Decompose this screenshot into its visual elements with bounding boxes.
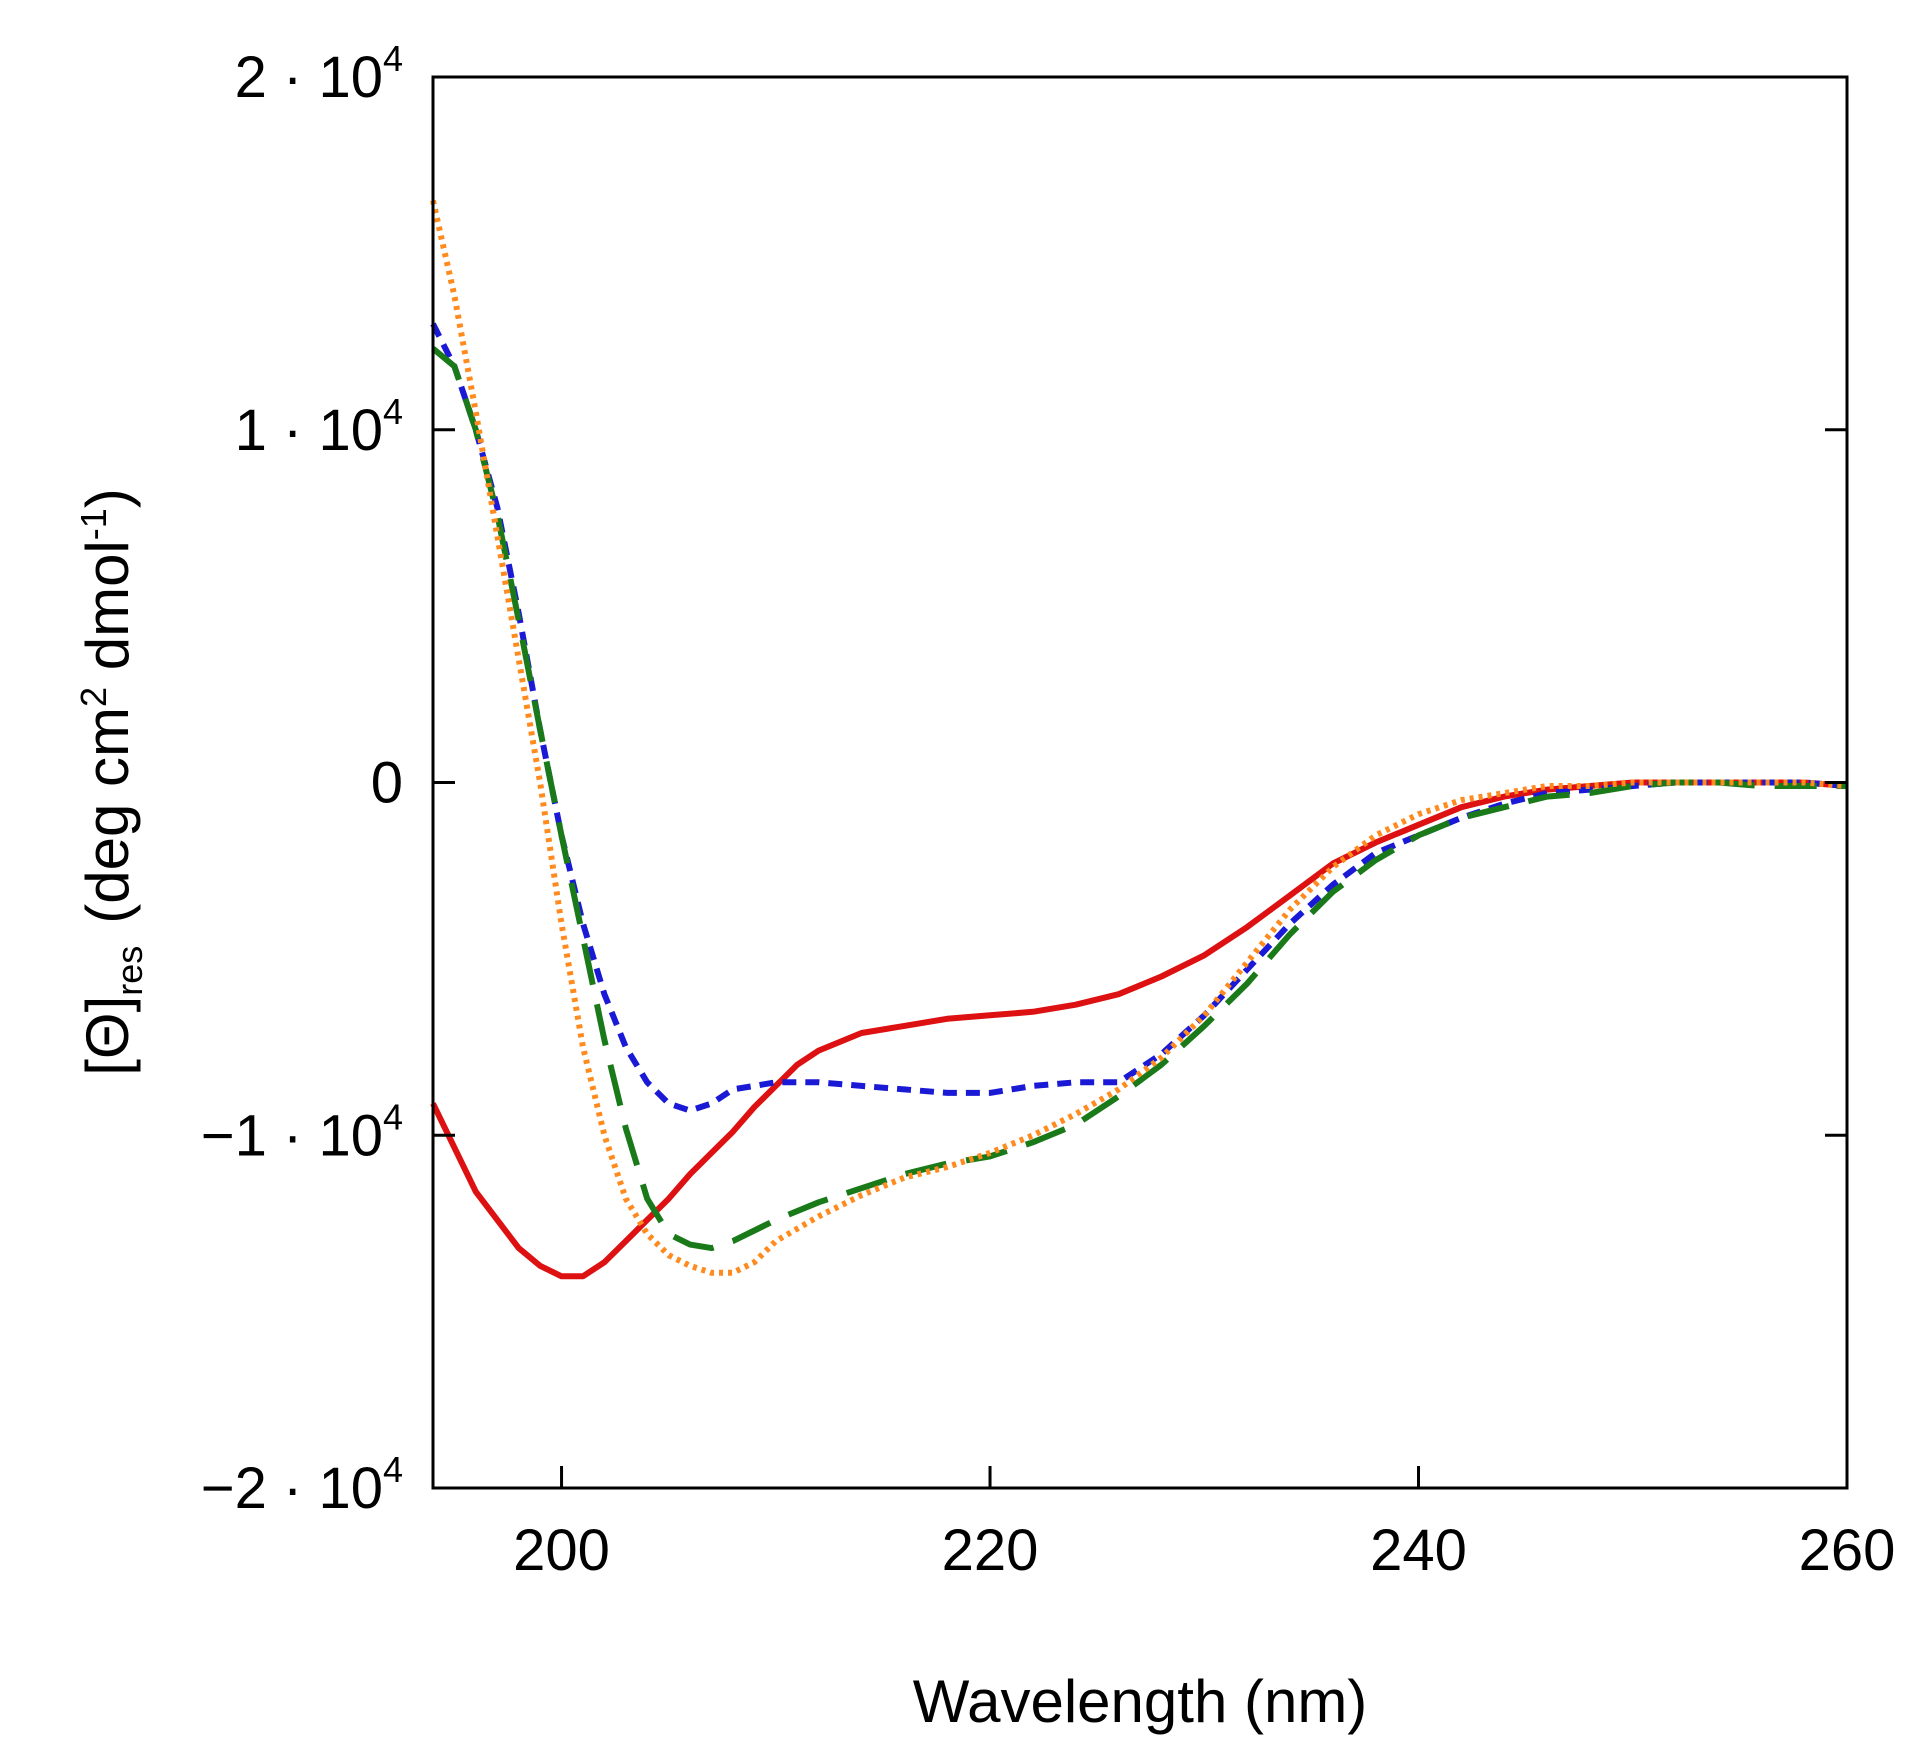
x-tick-label: 200 [513, 1518, 610, 1583]
y-tick-mantissa: 2 · 10 [235, 45, 383, 110]
y-axis-units-suffix: ) [74, 488, 141, 508]
y-tick-label: −2 · 104 [201, 1449, 403, 1521]
y-axis-units-prefix: (deg cm [74, 707, 141, 924]
y-tick-exponent: 4 [383, 38, 403, 79]
y-axis-units-sup-2: -1 [73, 508, 114, 540]
y-tick-mantissa: −1 · 10 [201, 1103, 383, 1168]
series-layer [430, 199, 1848, 1280]
y-axis-subscript: res [109, 946, 150, 996]
y-axis-symbol: [Θ] [74, 996, 141, 1076]
series-line-orange-dotted [430, 199, 1848, 1276]
y-tick-mantissa: 1 · 10 [235, 398, 383, 463]
y-axis-units-mid: dmol [74, 540, 141, 687]
y-axis-units-sup-1: 2 [73, 687, 114, 707]
y-tick-label: 0 [371, 751, 403, 816]
y-tick-mantissa: 0 [371, 751, 403, 816]
series-line-green-long-dash [431, 346, 1847, 1252]
y-tick-label: 2 · 104 [235, 38, 403, 110]
y-tick-exponent: 4 [383, 1449, 403, 1490]
y-tick-exponent: 4 [383, 391, 403, 432]
y-tick-mantissa: −2 · 10 [201, 1456, 383, 1521]
x-tick-label: 240 [1370, 1518, 1467, 1583]
y-tick-exponent: 4 [383, 1096, 403, 1137]
x-tick-label: 220 [942, 1518, 1039, 1583]
x-ticks: 200 220 240 260 [513, 1466, 1895, 1583]
y-tick-label: −1 · 104 [201, 1096, 403, 1168]
x-tick-label: 260 [1799, 1518, 1896, 1583]
x-axis-title: Wavelength (nm) [913, 1668, 1368, 1735]
y-tick-label: 1 · 104 [235, 391, 403, 463]
y-axis-title: [Θ]res (deg cm2 dmol-1) [73, 488, 150, 1076]
